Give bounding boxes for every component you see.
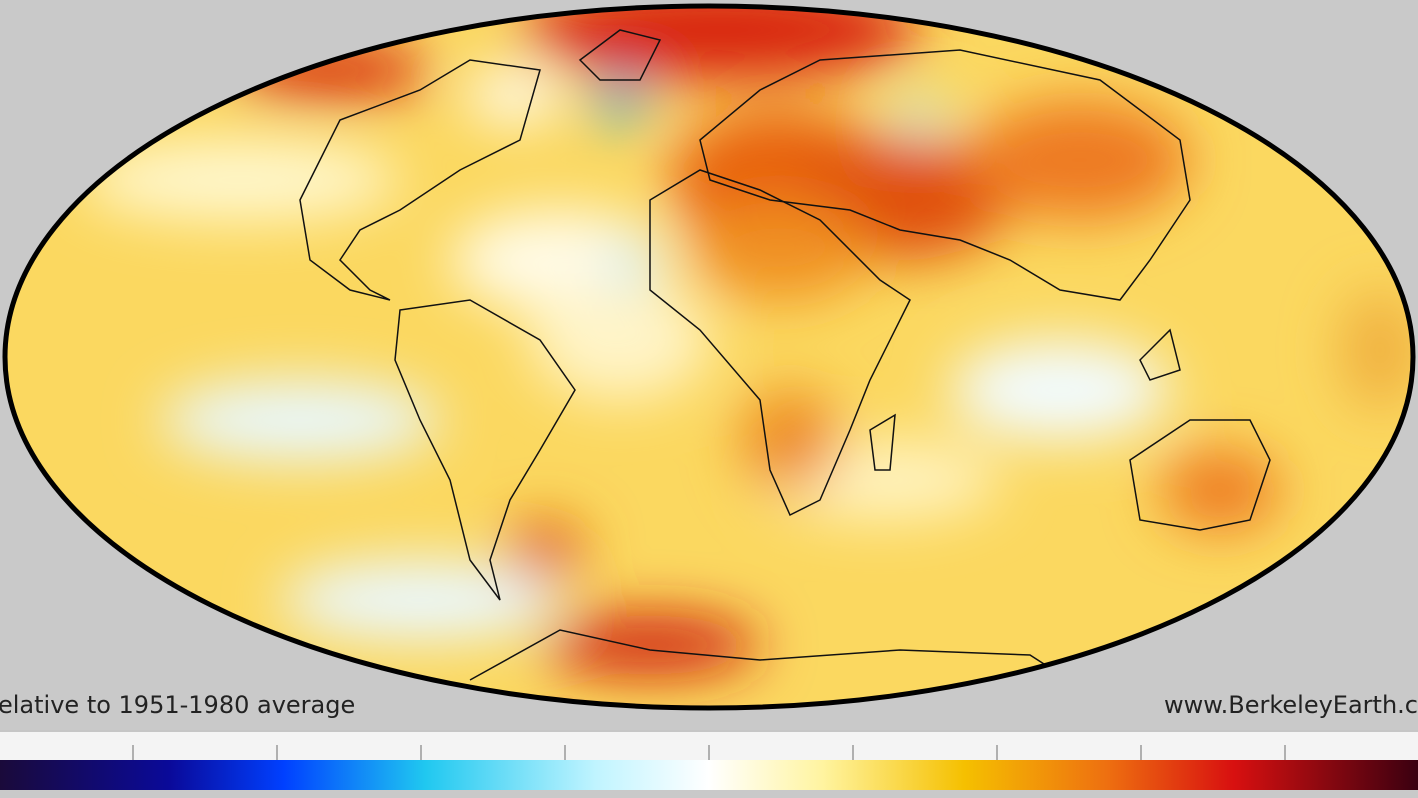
globe: [5, 6, 1413, 708]
globe-outline: [2, 3, 1416, 711]
colorbar: [0, 760, 1418, 790]
caption-right: www.BerkeleyEarth.c: [1164, 691, 1418, 719]
caption-left: elative to 1951-1980 average: [0, 691, 355, 719]
